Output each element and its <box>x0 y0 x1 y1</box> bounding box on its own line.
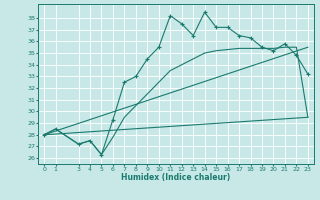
X-axis label: Humidex (Indice chaleur): Humidex (Indice chaleur) <box>121 173 231 182</box>
